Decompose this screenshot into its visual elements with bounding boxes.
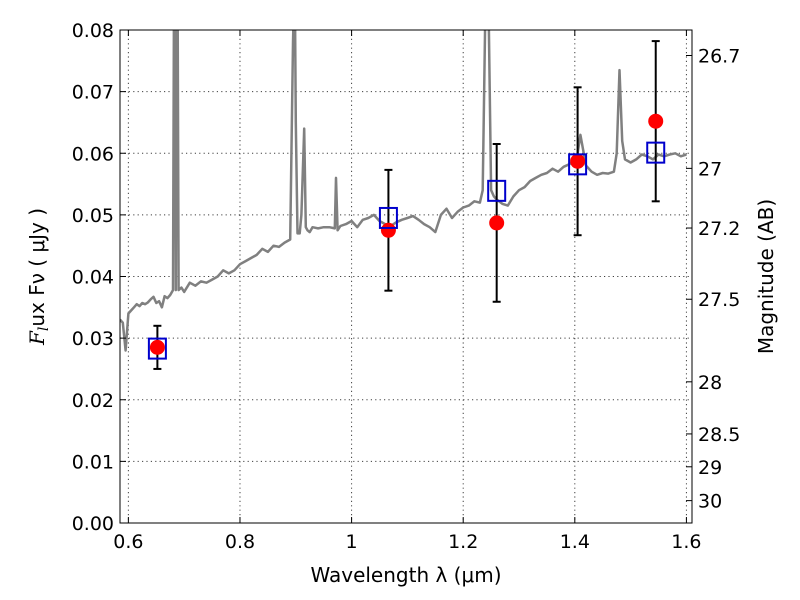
y-tick-label: 0.02 (72, 390, 114, 412)
ticks: 0.6 0.8 1 1.2 1.4 1.6 0.00 0.01 0.02 0.03 0.04 0.05… (72, 20, 741, 553)
y-axis-label: Flux Fν ( μJy ) (25, 208, 52, 346)
plot-area (120, 30, 687, 370)
y2-tick-label: 27.5 (698, 289, 740, 311)
y2-tick-label: 27 (698, 158, 722, 180)
plot-clipped (120, 30, 687, 370)
y2-tick-label: 27.2 (698, 218, 740, 240)
grid (120, 29, 692, 524)
y2-tick-label: 28.5 (698, 424, 740, 446)
y2-tick-label: 30 (698, 491, 722, 513)
y-tick-label: 0.06 (72, 143, 114, 165)
model-point (147, 337, 167, 360)
observed-point (570, 153, 586, 169)
model-point (378, 206, 398, 229)
y2-tick-label: 28 (698, 372, 722, 394)
x-tick-label: 0.8 (225, 531, 255, 553)
x-tick-label: 0.6 (113, 531, 143, 553)
model-spectrum-line (120, 30, 687, 352)
y2-axis-label: Magnitude (AB) (754, 199, 778, 354)
x-tick-label: 1.6 (671, 531, 701, 553)
x-tick-label: 1.2 (448, 531, 478, 553)
observed-point (489, 215, 505, 231)
y2-tick-label: 29 (698, 457, 722, 479)
observed-point (149, 339, 165, 355)
observed-point (648, 113, 664, 129)
y-tick-label: 0.04 (72, 267, 114, 289)
y-tick-label: 0.01 (72, 451, 114, 473)
model-point (568, 153, 588, 176)
model-point (646, 141, 666, 164)
y-tick-label: 0.05 (72, 205, 114, 227)
y-tick-label: 0.07 (72, 82, 114, 104)
y-tick-label: 0.03 (72, 328, 114, 350)
x-tick-label: 1 (346, 531, 358, 553)
y2-tick-label: 26.7 (698, 45, 740, 67)
model-point (487, 179, 507, 202)
observed-point (380, 222, 396, 238)
y-tick-label: 0.00 (72, 513, 114, 535)
x-tick-label: 1.4 (560, 531, 590, 553)
y-tick-label: 0.08 (72, 20, 114, 42)
x-axis-label: Wavelength λ (μm) (310, 563, 501, 587)
